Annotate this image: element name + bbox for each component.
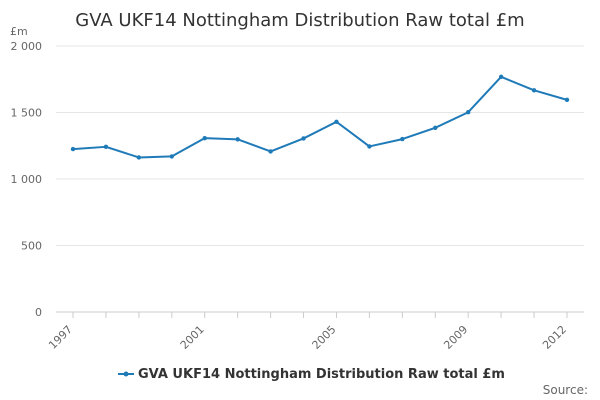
- data-point-2005[interactable]: [334, 120, 338, 124]
- x-tick-label-2001: 2001: [178, 323, 207, 352]
- chart-title: GVA UKF14 Nottingham Distribution Raw to…: [75, 10, 524, 31]
- data-point-1999[interactable]: [137, 155, 141, 159]
- data-point-2006[interactable]: [367, 144, 371, 148]
- legend-label: GVA UKF14 Nottingham Distribution Raw to…: [138, 367, 505, 382]
- y-tick-label-500: 500: [21, 240, 42, 253]
- y-axis-unit-label: £m: [10, 25, 28, 38]
- x-tick-label-2012: 2012: [540, 323, 569, 352]
- data-point-2004[interactable]: [301, 136, 305, 140]
- data-point-1997[interactable]: [71, 147, 75, 151]
- line-chart: GVA UKF14 Nottingham Distribution Raw to…: [0, 0, 600, 400]
- data-point-2010[interactable]: [499, 75, 503, 79]
- data-point-2011[interactable]: [532, 88, 536, 92]
- y-tick-label-1500: 1 500: [11, 107, 43, 120]
- y-tick-label-1000: 1 000: [11, 173, 43, 186]
- y-axis-tick-labels: 0 500 1 000 1 500 2 000: [11, 40, 43, 319]
- data-point-1998[interactable]: [104, 145, 108, 149]
- credits-source[interactable]: Source:: [543, 383, 588, 397]
- data-point-2012[interactable]: [565, 98, 569, 102]
- x-tick-label-2005: 2005: [310, 323, 339, 352]
- x-axis-ticks: 1997 2001 2005 2009 2012: [46, 312, 569, 352]
- x-tick-label-2009: 2009: [441, 323, 470, 352]
- data-point-2003[interactable]: [268, 149, 272, 153]
- gridlines: [56, 46, 584, 246]
- data-point-2009[interactable]: [466, 110, 470, 114]
- data-point-2008[interactable]: [433, 126, 437, 130]
- data-point-2000[interactable]: [170, 154, 174, 158]
- legend[interactable]: GVA UKF14 Nottingham Distribution Raw to…: [118, 367, 505, 382]
- x-tick-label-1997: 1997: [46, 323, 75, 352]
- data-point-2007[interactable]: [400, 137, 404, 141]
- legend-point-marker: [124, 372, 129, 377]
- series-area: [71, 75, 569, 160]
- y-tick-label-0: 0: [35, 306, 42, 319]
- data-point-2001[interactable]: [203, 136, 207, 140]
- data-point-2002[interactable]: [235, 137, 239, 141]
- series-line-0: [73, 77, 567, 158]
- y-tick-label-2000: 2 000: [11, 40, 43, 53]
